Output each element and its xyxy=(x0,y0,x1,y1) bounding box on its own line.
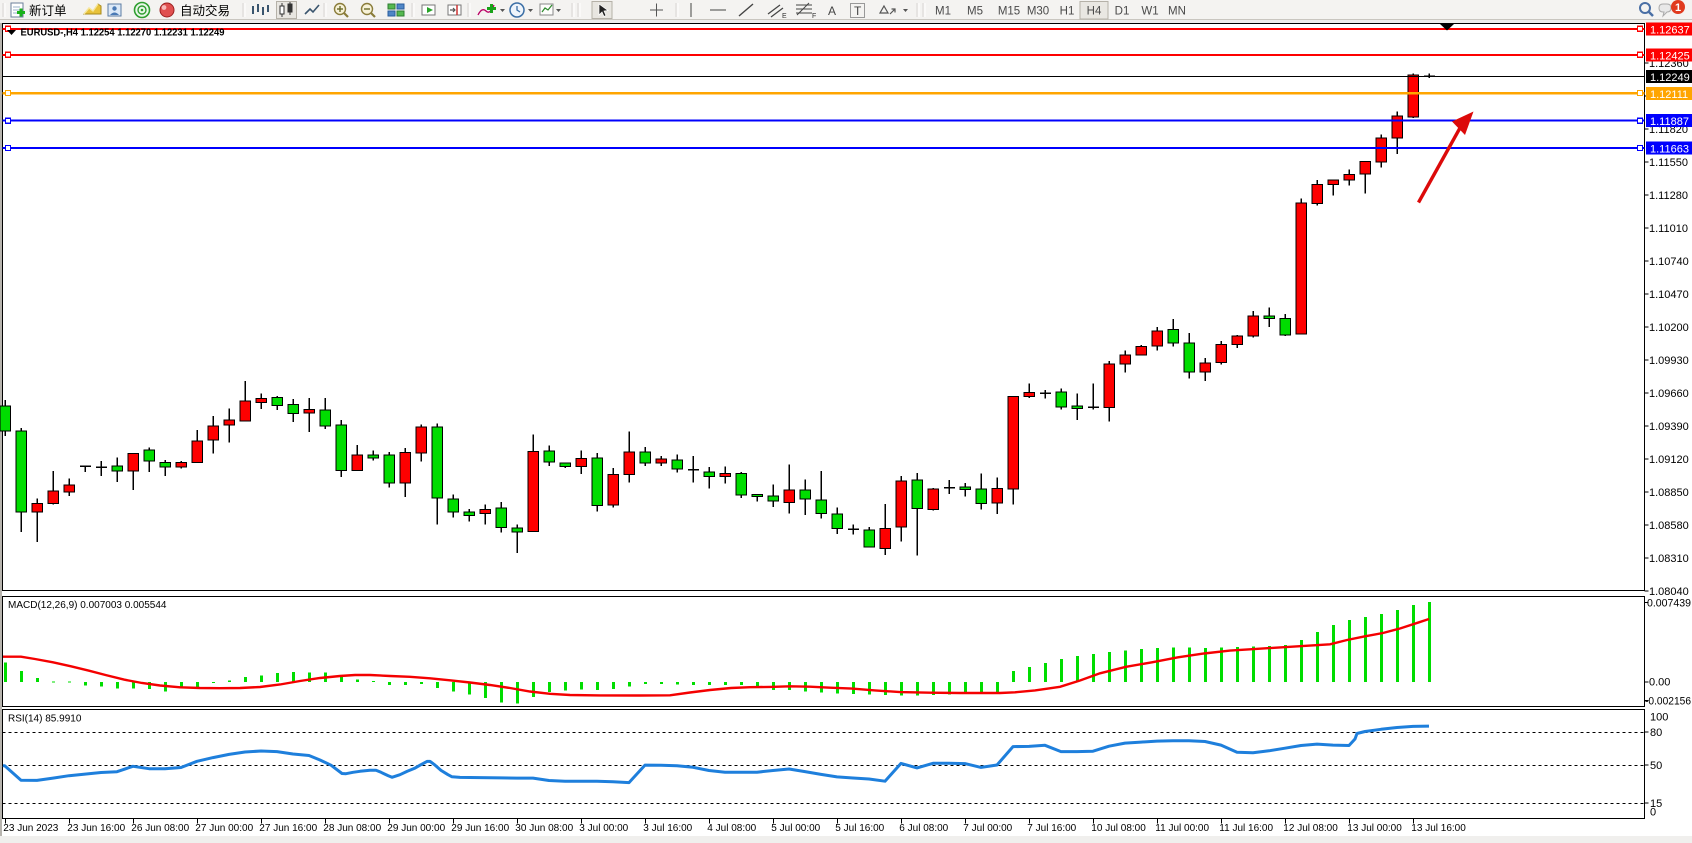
svg-text:1.08850: 1.08850 xyxy=(1649,487,1689,499)
svg-text:4 Jul 08:00: 4 Jul 08:00 xyxy=(707,823,756,834)
svg-text:1.09930: 1.09930 xyxy=(1649,355,1689,367)
svg-text:1.11550: 1.11550 xyxy=(1649,157,1688,169)
svg-text:新订单: 新订单 xyxy=(29,3,67,18)
svg-text:30 Jun 08:00: 30 Jun 08:00 xyxy=(515,823,573,834)
svg-text:1.11887: 1.11887 xyxy=(1650,116,1689,128)
svg-text:M30: M30 xyxy=(1027,6,1049,18)
svg-text:E: E xyxy=(782,13,787,20)
svg-text:10 Jul 08:00: 10 Jul 08:00 xyxy=(1091,823,1146,834)
svg-text:RSI(14) 85.9910: RSI(14) 85.9910 xyxy=(8,714,82,725)
svg-text:29 Jun 16:00: 29 Jun 16:00 xyxy=(451,823,509,834)
svg-text:H4: H4 xyxy=(1087,6,1102,18)
svg-text:80: 80 xyxy=(1650,727,1662,739)
svg-text:1.12637: 1.12637 xyxy=(1650,24,1690,36)
svg-text:13 Jul 16:00: 13 Jul 16:00 xyxy=(1411,823,1466,834)
svg-text:1.11663: 1.11663 xyxy=(1650,144,1689,156)
svg-text:1: 1 xyxy=(1675,2,1681,14)
svg-text:M1: M1 xyxy=(935,6,951,18)
svg-text:T: T xyxy=(854,4,862,18)
svg-text:1.10470: 1.10470 xyxy=(1649,289,1689,301)
svg-text:1.08310: 1.08310 xyxy=(1649,553,1689,565)
svg-text:15: 15 xyxy=(1650,798,1662,810)
svg-text:1.11010: 1.11010 xyxy=(1649,223,1688,235)
svg-text:MACD(12,26,9) 0.007003 0.00554: MACD(12,26,9) 0.007003 0.005544 xyxy=(8,600,167,611)
svg-text:3 Jul 16:00: 3 Jul 16:00 xyxy=(643,823,692,834)
svg-text:1.09390: 1.09390 xyxy=(1649,421,1689,433)
svg-text:28 Jun 08:00: 28 Jun 08:00 xyxy=(323,823,381,834)
svg-text:5 Jul 00:00: 5 Jul 00:00 xyxy=(771,823,820,834)
svg-text:7 Jul 16:00: 7 Jul 16:00 xyxy=(1027,823,1076,834)
svg-text:A: A xyxy=(828,4,836,18)
svg-text:-0.002156: -0.002156 xyxy=(1645,695,1691,707)
svg-text:27 Jun 00:00: 27 Jun 00:00 xyxy=(195,823,253,834)
svg-text:7 Jul 00:00: 7 Jul 00:00 xyxy=(963,823,1012,834)
svg-text:27 Jun 16:00: 27 Jun 16:00 xyxy=(259,823,317,834)
svg-text:1.12425: 1.12425 xyxy=(1650,50,1690,62)
svg-text:12 Jul 08:00: 12 Jul 08:00 xyxy=(1283,823,1338,834)
svg-text:H1: H1 xyxy=(1060,6,1075,18)
svg-text:5 Jul 16:00: 5 Jul 16:00 xyxy=(835,823,884,834)
svg-text:23 Jun 16:00: 23 Jun 16:00 xyxy=(67,823,125,834)
svg-text:1.11280: 1.11280 xyxy=(1649,190,1688,202)
svg-text:MN: MN xyxy=(1168,6,1186,18)
svg-text:6 Jul 08:00: 6 Jul 08:00 xyxy=(899,823,948,834)
svg-text:26 Jun 08:00: 26 Jun 08:00 xyxy=(131,823,189,834)
svg-text:50: 50 xyxy=(1650,760,1662,772)
svg-text:1.08040: 1.08040 xyxy=(1649,586,1689,598)
svg-text:0: 0 xyxy=(1650,807,1656,819)
svg-text:1.08580: 1.08580 xyxy=(1649,520,1689,532)
svg-text:23 Jun 2023: 23 Jun 2023 xyxy=(3,823,58,834)
svg-text:3 Jul 00:00: 3 Jul 00:00 xyxy=(579,823,628,834)
svg-text:0.007439: 0.007439 xyxy=(1647,598,1691,610)
svg-text:EURUSD-,H4 1.12254 1.12270 1.: EURUSD-,H4 1.12254 1.12270 1.12231 1.122… xyxy=(21,27,225,39)
svg-text:M5: M5 xyxy=(967,6,983,18)
svg-text:1.12249: 1.12249 xyxy=(1650,72,1690,84)
svg-text:1.09660: 1.09660 xyxy=(1649,388,1689,400)
svg-text:1.10200: 1.10200 xyxy=(1649,322,1689,334)
svg-text:29 Jun 00:00: 29 Jun 00:00 xyxy=(387,823,445,834)
svg-text:W1: W1 xyxy=(1141,6,1158,18)
svg-text:11 Jul 00:00: 11 Jul 00:00 xyxy=(1155,823,1209,834)
svg-text:1.09120: 1.09120 xyxy=(1649,454,1689,466)
svg-text:11 Jul 16:00: 11 Jul 16:00 xyxy=(1219,823,1273,834)
svg-text:1.10740: 1.10740 xyxy=(1649,256,1689,268)
svg-text:M15: M15 xyxy=(998,6,1020,18)
svg-text:D1: D1 xyxy=(1115,6,1130,18)
svg-text:自动交易: 自动交易 xyxy=(180,3,230,18)
svg-text:0.00: 0.00 xyxy=(1649,677,1670,689)
svg-text:1.12111: 1.12111 xyxy=(1650,89,1688,101)
svg-text:F: F xyxy=(812,13,816,20)
svg-text:13 Jul 00:00: 13 Jul 00:00 xyxy=(1347,823,1402,834)
svg-text:100: 100 xyxy=(1650,712,1668,724)
